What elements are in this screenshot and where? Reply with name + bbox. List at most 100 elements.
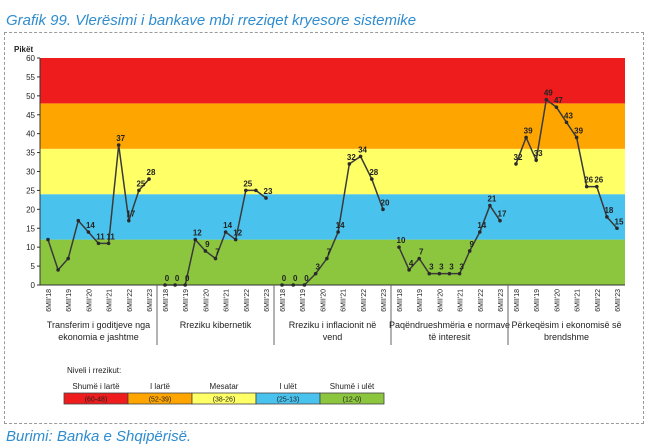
data-point [358, 154, 363, 159]
data-label: 11 [106, 232, 115, 241]
x-tick-label: 6MII'21 [575, 289, 582, 312]
data-point [407, 268, 411, 272]
chart-title: Grafik 99. Vlerësimi i bankave mbi rrezi… [6, 12, 417, 29]
group-label: Paqëndrueshmëria e normave [389, 320, 510, 330]
risk-band-1 [40, 194, 625, 240]
group-label: Përkeqësim i ekonomisë së [511, 320, 621, 330]
x-tick-label: 6MII'22 [361, 289, 368, 312]
data-point [56, 268, 60, 272]
x-tick-label: 6MII'21 [224, 289, 231, 312]
legend-label: I lartë [150, 382, 171, 391]
data-point [244, 188, 248, 193]
data-label: 0 [185, 274, 190, 283]
data-point [173, 283, 177, 287]
data-point [615, 226, 619, 231]
data-point [369, 177, 374, 181]
data-point [106, 241, 111, 246]
x-tick-label: 6MII'19 [417, 289, 424, 312]
data-point [116, 143, 121, 147]
data-label: 11 [96, 232, 105, 241]
data-point [457, 271, 462, 276]
x-tick-label: 6MII'18 [397, 289, 404, 312]
x-tick-label: 6MII'18 [514, 289, 521, 312]
x-tick-label: 6MII'20 [554, 289, 561, 312]
group-label: të interesit [429, 332, 471, 342]
x-tick-label: 6MII'19 [300, 289, 307, 312]
x-tick-label: 6MII'21 [107, 289, 114, 312]
data-point [291, 283, 296, 287]
series-line-2 [282, 155, 384, 286]
data-label: 47 [554, 96, 563, 105]
data-point [336, 230, 340, 234]
data-label: 17 [126, 210, 135, 219]
x-tick-label: 6MII'18 [163, 289, 170, 312]
legend-range: (52-39) [149, 397, 172, 404]
legend-label: Mesatar [210, 382, 239, 391]
x-tick-label: 6MII'23 [381, 289, 388, 312]
data-label: 12 [193, 229, 202, 238]
x-tick-label: 6MII'22 [595, 289, 602, 312]
data-label: 39 [574, 126, 583, 135]
x-tick-label: 6MII'20 [86, 289, 93, 312]
data-point [564, 120, 569, 125]
data-label: 32 [514, 153, 523, 162]
risk-band-3 [40, 103, 625, 149]
data-point [127, 218, 131, 223]
data-point [313, 271, 318, 276]
group-label: ekonomia e jashtme [58, 332, 139, 342]
data-label: 34 [358, 145, 367, 154]
data-label: 7 [215, 248, 220, 257]
data-point [254, 188, 258, 193]
data-label: 26 [594, 176, 603, 185]
data-label: 3 [459, 263, 464, 272]
data-label: 4 [409, 259, 414, 268]
data-label: 12 [233, 229, 242, 238]
legend-label: Shumë i ulët [330, 382, 375, 391]
group-label: brendshme [544, 332, 589, 342]
x-tick-label: 6MII'20 [437, 289, 444, 312]
data-label: 32 [347, 153, 356, 162]
legend-range: (25-13) [277, 397, 300, 404]
x-tick-label: 6MII'20 [320, 289, 327, 312]
data-label: 14 [223, 221, 232, 230]
x-tick-label: 6MII'19 [183, 289, 190, 312]
data-label: 7 [327, 248, 332, 257]
data-point [584, 184, 589, 189]
data-label: 25 [243, 179, 252, 188]
risk-band-2 [40, 148, 625, 195]
data-point [574, 135, 579, 140]
data-label: 37 [116, 134, 125, 143]
data-label: 14 [477, 221, 486, 230]
data-point [605, 215, 609, 219]
data-point [595, 184, 599, 189]
data-point [264, 196, 268, 200]
data-label: 20 [381, 198, 390, 207]
x-tick-label: 6MII'23 [264, 289, 271, 312]
data-point [223, 230, 228, 234]
data-point [163, 283, 167, 287]
legend-label: Shumë i lartë [72, 382, 120, 391]
data-label: 0 [293, 274, 298, 283]
data-point [397, 245, 401, 249]
x-tick-label: 6MII'22 [478, 289, 485, 312]
data-label: 9 [469, 240, 474, 249]
x-tick-label: 6MII'21 [341, 289, 348, 312]
data-label: 0 [304, 274, 309, 283]
data-label: 26 [584, 176, 593, 185]
data-point [46, 237, 50, 242]
legend-range: (12-0) [343, 397, 362, 404]
data-point [96, 241, 101, 246]
data-point [524, 135, 528, 140]
y-tick-label: 15 [26, 224, 35, 233]
data-point [193, 237, 198, 242]
data-label: 15 [615, 217, 624, 226]
data-label: 14 [86, 221, 95, 230]
data-point [280, 283, 284, 287]
data-point [478, 230, 482, 234]
source-note: Burimi: Banka e Shqipërisë. [6, 428, 192, 445]
y-tick-label: 35 [26, 149, 35, 158]
data-point [76, 218, 81, 223]
data-label: 17 [498, 210, 507, 219]
y-tick-label: 5 [31, 262, 36, 271]
group-label: Transferim i goditjeve nga [47, 320, 150, 330]
